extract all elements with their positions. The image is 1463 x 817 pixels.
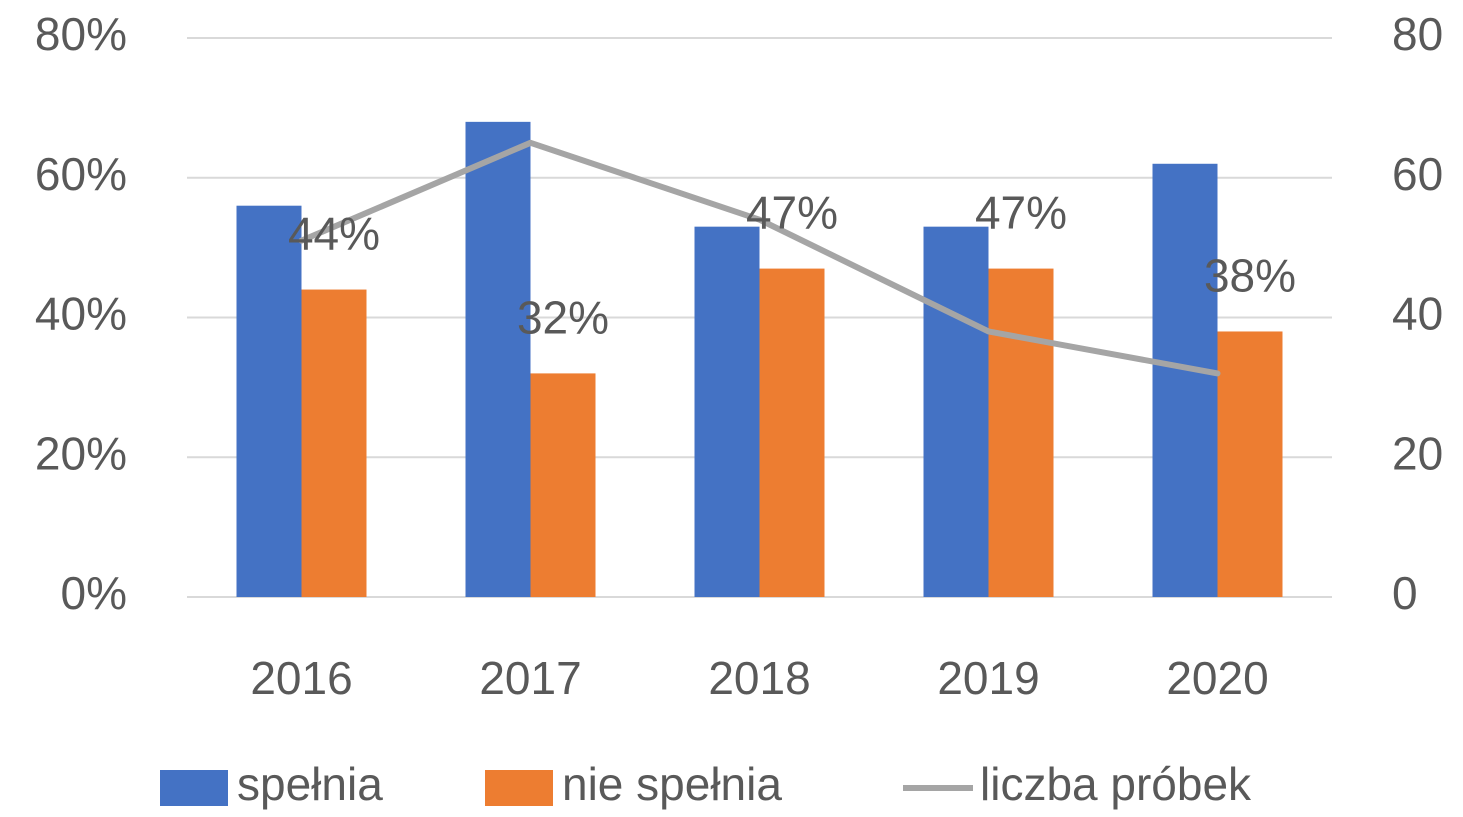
bar: [1152, 163, 1218, 597]
legend-label: nie spełnia: [562, 758, 782, 810]
y2-tick-label: 20: [1392, 427, 1443, 479]
bar: [923, 226, 989, 597]
y-tick-label: 20%: [35, 427, 127, 479]
x-tick-label: 2016: [250, 652, 352, 704]
bar: [988, 268, 1054, 597]
y2-tick-label: 80: [1392, 8, 1443, 60]
bar: [694, 226, 760, 597]
legend-swatch: [160, 770, 228, 806]
data-label: 44%: [288, 208, 380, 260]
y2-tick-label: 0: [1392, 567, 1418, 619]
x-tick-label: 2019: [937, 652, 1039, 704]
bar: [759, 268, 825, 597]
data-label: 32%: [517, 292, 609, 344]
y-tick-label: 40%: [35, 288, 127, 340]
bar: [530, 373, 596, 597]
bar: [236, 205, 302, 597]
x-tick-label: 2017: [479, 652, 581, 704]
bar: [1217, 331, 1283, 597]
x-tick-label: 2020: [1166, 652, 1268, 704]
x-tick-label: 2018: [708, 652, 810, 704]
data-label: 47%: [746, 187, 838, 239]
data-label: 47%: [975, 187, 1067, 239]
legend-swatch: [485, 770, 553, 806]
bar: [301, 289, 367, 597]
y-tick-label: 60%: [35, 148, 127, 200]
bar: [465, 121, 531, 597]
legend-label: spełnia: [237, 758, 383, 810]
data-label: 38%: [1204, 250, 1296, 302]
y2-tick-label: 60: [1392, 148, 1443, 200]
y-tick-label: 0%: [61, 567, 127, 619]
legend-label: liczba próbek: [980, 758, 1252, 810]
line-series: [298, 139, 1221, 377]
y2-tick-label: 40: [1392, 288, 1443, 340]
y-tick-label: 80%: [35, 8, 127, 60]
